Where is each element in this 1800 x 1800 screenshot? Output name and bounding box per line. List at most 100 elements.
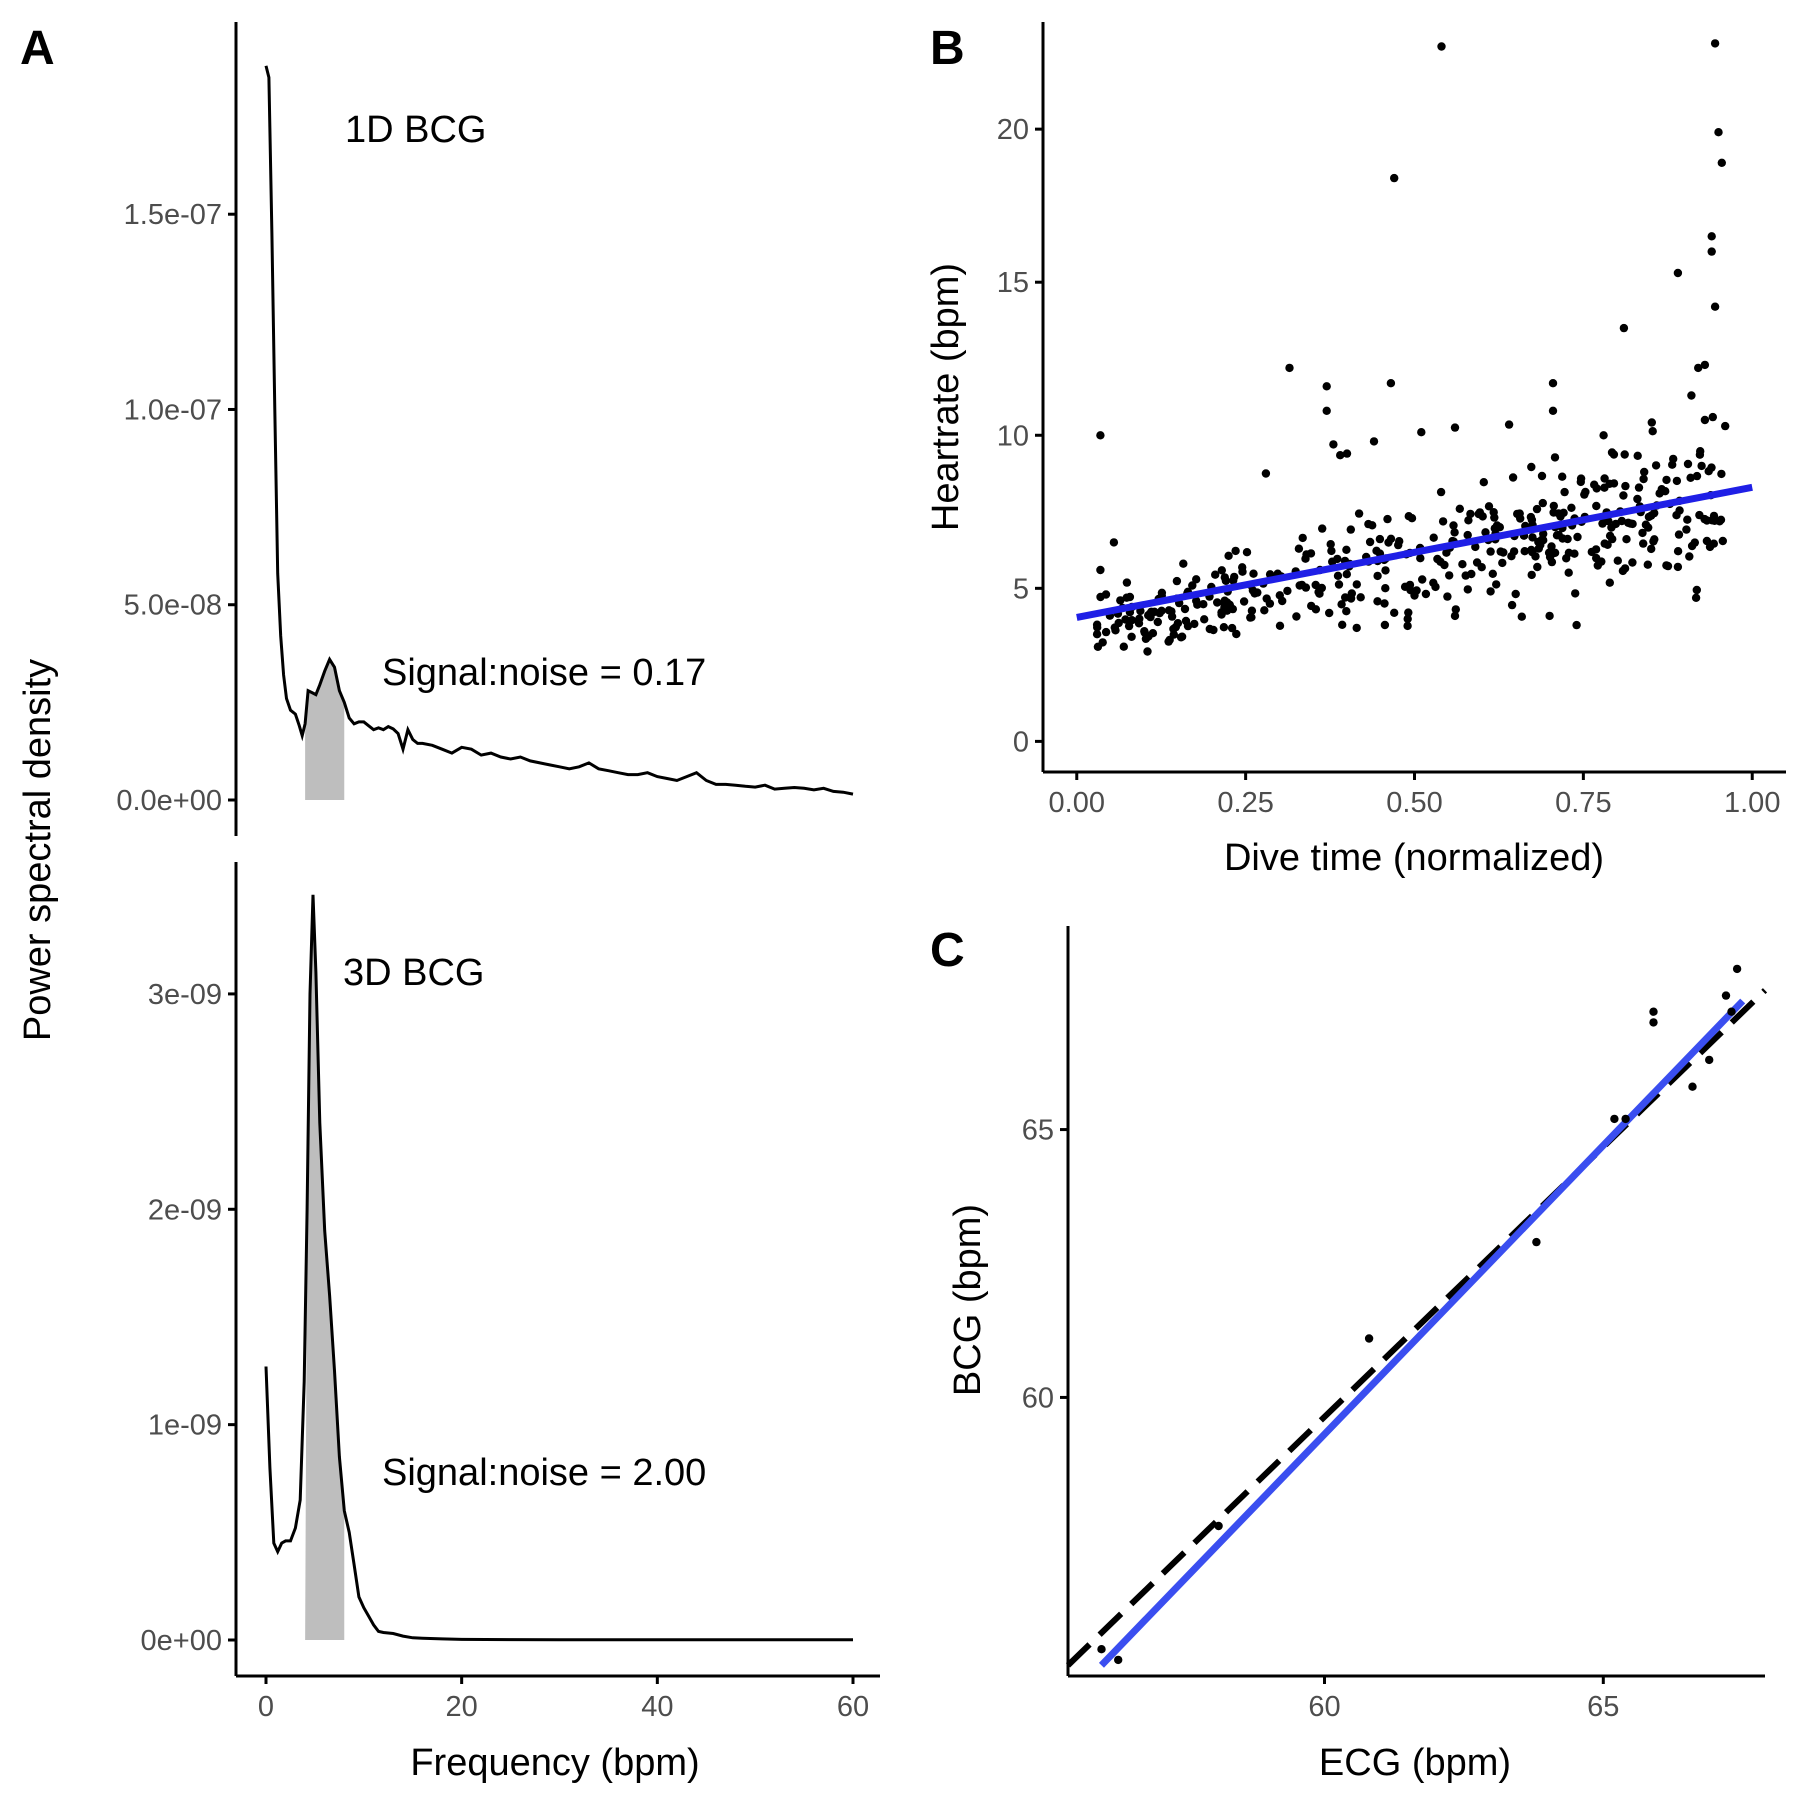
panel-b-point — [1608, 534, 1617, 544]
panel-b-point — [1188, 581, 1197, 590]
panel-b-point — [1648, 427, 1657, 436]
panel-b-point — [1372, 546, 1381, 555]
panel-b-point — [1346, 594, 1356, 603]
panel-a-y-axis-title: Power spectral density — [17, 659, 59, 1041]
panel-b-point — [1450, 528, 1459, 537]
panel-a-bottom-x-tick-label: 60 — [837, 1691, 869, 1723]
panel-b-point — [1626, 519, 1635, 528]
panel-b-point — [1558, 472, 1567, 481]
panel-b-point — [1662, 561, 1671, 570]
panel-a-bottom-plot: 0e+00 1e-09 2e-09 3e-09 0 20 40 60 3D BCG Sign… — [141, 862, 880, 1723]
panel-b-point — [1508, 473, 1518, 482]
panel-b-point — [1707, 247, 1716, 256]
panel-b-point — [1620, 450, 1629, 459]
panel-b-point — [1498, 558, 1507, 568]
panel-letter-b: B — [930, 22, 965, 75]
panel-b-point — [1532, 504, 1542, 514]
panel-b-point — [1691, 593, 1701, 602]
panel-b-point — [1092, 630, 1102, 639]
panel-b-point — [1455, 504, 1465, 513]
panel-b-point — [1613, 556, 1623, 565]
panel-b-point — [1199, 600, 1208, 609]
panel-a-x-axis-title: Frequency (bpm) — [410, 1742, 699, 1784]
panel-b-point — [1486, 547, 1495, 556]
panel-a-top-y-tick-label: 1.5e-07 — [124, 199, 222, 231]
panel-b-point — [1365, 537, 1375, 547]
panel-b-point — [1119, 642, 1129, 651]
panel-b-point — [1592, 501, 1601, 511]
panel-b-point — [1633, 494, 1642, 504]
panel-b-point — [1322, 406, 1331, 415]
panel-b-point — [1232, 629, 1241, 639]
panel-b-y-tick-label: 0 — [1013, 726, 1029, 758]
panel-b-point — [1318, 524, 1327, 533]
panel-b-point — [1463, 530, 1472, 540]
panel-b-point — [1338, 620, 1347, 629]
panel-b-point — [1674, 530, 1684, 539]
panel-c-point — [1732, 964, 1742, 974]
panel-b-point — [1443, 592, 1452, 601]
panel-b-point — [1381, 584, 1390, 593]
panel-b-point — [1172, 576, 1182, 586]
panel-b-point — [1124, 621, 1134, 631]
panel-b-point — [1227, 623, 1237, 633]
panel-c-y-tick-label: 60 — [1022, 1382, 1054, 1414]
panel-b-point — [1260, 606, 1269, 615]
panel-b-point — [1157, 606, 1166, 615]
panel-b-point — [1380, 599, 1389, 608]
panel-b-point — [1700, 415, 1710, 425]
panel-b-point — [1687, 391, 1696, 400]
panel-b-point — [1545, 552, 1555, 562]
panel-b-point — [1511, 589, 1520, 599]
panel-b-point — [1509, 547, 1519, 556]
panel-b-point — [1692, 585, 1702, 595]
panel-b-point — [1333, 571, 1343, 580]
panel-a-top-y-tick-label: 1.0e-07 — [124, 394, 222, 426]
panel-b-point — [1714, 128, 1723, 137]
panel-letter-a: A — [20, 22, 55, 75]
panel-b-point — [1327, 546, 1336, 556]
panel-b-point — [1673, 562, 1683, 572]
panel-b-point — [1504, 420, 1514, 429]
panel-b-point — [1356, 593, 1365, 602]
panel-b-point — [1593, 561, 1603, 570]
panel-c-point — [1114, 1655, 1123, 1665]
panel-b-point — [1342, 545, 1351, 554]
panel-b-point — [1231, 546, 1240, 556]
panel-b-point — [1404, 608, 1413, 617]
panel-b-point — [1096, 565, 1105, 575]
panel-b-point — [1507, 600, 1517, 610]
panel-b-point — [1283, 586, 1292, 596]
panel-a-bottom-x-ticks: 0 20 40 60 — [258, 1676, 869, 1723]
panel-b-point — [1116, 596, 1125, 605]
panel-b-point — [1700, 360, 1710, 370]
panel-b-point — [1622, 535, 1631, 544]
panel-b-point — [1707, 516, 1717, 525]
panel-c-point — [1688, 1082, 1697, 1091]
panel-c-y-tick-label: 65 — [1022, 1115, 1054, 1147]
panel-b-point — [1467, 569, 1476, 579]
panel-b-point — [1342, 607, 1351, 616]
panel-b-point — [1122, 593, 1131, 602]
panel-b-point — [1403, 614, 1412, 624]
panel-b-point — [1190, 619, 1199, 629]
panel-b-point — [1517, 612, 1527, 621]
panel-b-point — [1547, 542, 1556, 551]
panel-b-y-tick-label: 10 — [997, 420, 1029, 452]
panel-b-point — [1285, 363, 1294, 373]
panel-b-point — [1336, 451, 1345, 460]
panel-b-point — [1567, 503, 1576, 512]
panel-b-point — [1373, 571, 1382, 581]
panel-b-point — [1213, 598, 1222, 607]
panel-b-point — [1707, 232, 1716, 241]
panel-c-x-tick-label: 60 — [1308, 1691, 1340, 1723]
panel-b-point — [1488, 569, 1498, 578]
panel-b-point — [1217, 608, 1226, 617]
panel-b-point — [1572, 620, 1581, 630]
panel-b-point — [1650, 535, 1659, 544]
panel-b-point — [1550, 453, 1560, 462]
panel-c-scatter-points — [1097, 964, 1742, 1665]
panel-b-point — [1692, 471, 1702, 481]
panel-b-point — [1314, 587, 1323, 597]
